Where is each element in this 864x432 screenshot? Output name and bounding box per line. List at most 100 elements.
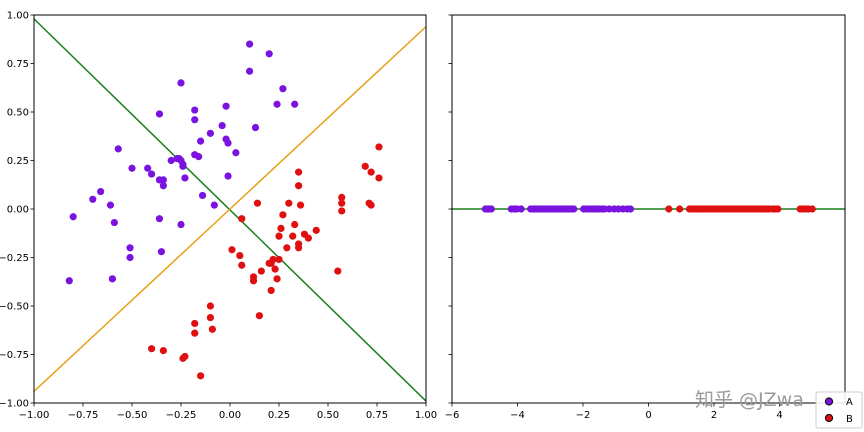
right-x-tick-label: 2	[711, 410, 717, 421]
point-b-16	[255, 312, 263, 320]
point-b-7	[206, 302, 214, 310]
point-a-7	[108, 275, 116, 283]
point-a-47	[279, 85, 287, 93]
point-b-31	[289, 232, 297, 240]
point-a-6	[114, 145, 122, 153]
left-y-tick-label: −1.00	[0, 399, 29, 410]
left-y-axis: −1.00 −0.75 −0.50 −0.25 0.00 0.25 0.50 0.75 1.00	[0, 11, 34, 410]
left-x-tick-label: −1.00	[19, 410, 50, 421]
left-x-axis: −1.00 −0.75 −0.50 −0.25 0.00 0.25 0.50 0.75 1.00	[19, 403, 437, 421]
right-y-axis	[448, 14, 452, 404]
right-x-axis: −6 −4 −2 0 2 4	[445, 403, 783, 421]
point-a-4	[106, 201, 115, 209]
point-a-34	[206, 129, 214, 137]
left-x-tick-label: −0.50	[117, 410, 148, 421]
point-a-5	[110, 218, 118, 227]
point-a-35	[210, 201, 218, 209]
point-b-34	[295, 168, 303, 176]
point-b-32	[291, 220, 299, 229]
point-b-9	[208, 325, 216, 333]
point-a-42	[246, 40, 254, 48]
right-x-tick-label: 4	[776, 410, 782, 421]
left-x-tick-label: −0.75	[68, 410, 99, 421]
point-a-16	[155, 110, 164, 118]
left-projection-lines	[34, 18, 426, 402]
projection-line-1	[34, 26, 426, 392]
point-a-43	[246, 67, 254, 75]
point-b-1	[159, 347, 167, 355]
point-b-3	[181, 352, 189, 361]
point-b-36	[295, 240, 303, 248]
point-b-50	[375, 174, 383, 182]
legend-label-a: A	[846, 397, 853, 408]
point-a-3	[97, 187, 105, 196]
left-y-tick-label: 0.50	[7, 108, 29, 119]
point-b-28	[279, 211, 287, 219]
point-b-18	[253, 199, 262, 207]
point-a-19	[167, 156, 175, 165]
point-a-28	[191, 106, 199, 114]
projected-point-b-41	[808, 205, 816, 213]
point-a-17	[155, 215, 164, 223]
projected-point-b-1	[676, 205, 684, 213]
point-a-11	[144, 164, 152, 172]
point-b-44	[338, 207, 346, 215]
point-b-4	[191, 319, 199, 328]
point-b-23	[271, 265, 279, 273]
left-x-tick-label: 0.00	[219, 410, 241, 421]
projected-point-a-27	[570, 205, 578, 213]
point-a-0	[65, 277, 73, 285]
point-b-47	[367, 168, 375, 176]
point-b-33	[295, 182, 303, 190]
point-b-42	[338, 193, 346, 201]
left-y-tick-label: −0.75	[0, 350, 29, 361]
left-y-tick-label: 1.00	[7, 11, 29, 22]
point-a-10	[128, 164, 136, 172]
point-a-45	[265, 50, 273, 58]
projected-point-a-3	[487, 205, 495, 213]
right-1d-projection-plot: −6 −4 −2 0 2 4	[445, 14, 846, 421]
point-a-12	[148, 170, 156, 178]
point-a-48	[291, 100, 299, 108]
point-b-24	[273, 275, 281, 283]
point-b-30	[285, 199, 293, 207]
projected-point-b-36	[774, 205, 782, 213]
legend-entry-a: A	[824, 397, 853, 408]
legend-label-b: B	[846, 414, 853, 425]
point-a-8	[126, 244, 134, 252]
point-a-38	[224, 139, 232, 147]
point-b-49	[375, 143, 383, 151]
watermark-text: 知乎 @JZwa	[695, 389, 804, 411]
point-a-36	[218, 121, 226, 130]
point-b-25	[275, 255, 283, 264]
legend-box	[815, 391, 863, 429]
point-a-40	[222, 102, 230, 110]
point-b-22	[269, 255, 277, 264]
point-a-44	[251, 123, 260, 132]
left-y-tick-label: −0.25	[0, 253, 29, 264]
right-x-tick-label: −2	[576, 410, 591, 421]
left-x-tick-label: 0.50	[317, 410, 339, 421]
point-b-11	[236, 251, 244, 260]
point-b-6	[197, 372, 205, 380]
right-data-points	[481, 205, 816, 213]
point-a-27	[177, 220, 185, 229]
point-a-32	[197, 137, 205, 145]
point-a-33	[198, 191, 207, 200]
point-b-48	[367, 201, 375, 209]
point-b-5	[191, 329, 199, 337]
point-b-21	[267, 286, 275, 295]
left-x-tick-label: 0.75	[366, 410, 388, 421]
left-data-points	[65, 40, 383, 380]
projected-point-a-42	[626, 205, 635, 213]
point-a-15	[159, 182, 167, 190]
point-b-0	[148, 345, 156, 353]
point-a-31	[195, 153, 203, 161]
point-b-27	[277, 224, 285, 232]
point-b-10	[228, 246, 236, 254]
point-a-18	[157, 248, 165, 256]
left-y-tick-label: 0.00	[7, 205, 29, 216]
legend-marker-b	[824, 413, 834, 423]
point-a-25	[177, 79, 185, 87]
left-projection-plot: −1.00 −0.75 −0.50 −0.25 0.00 0.25 0.50 0.75 1.00…	[0, 11, 437, 422]
